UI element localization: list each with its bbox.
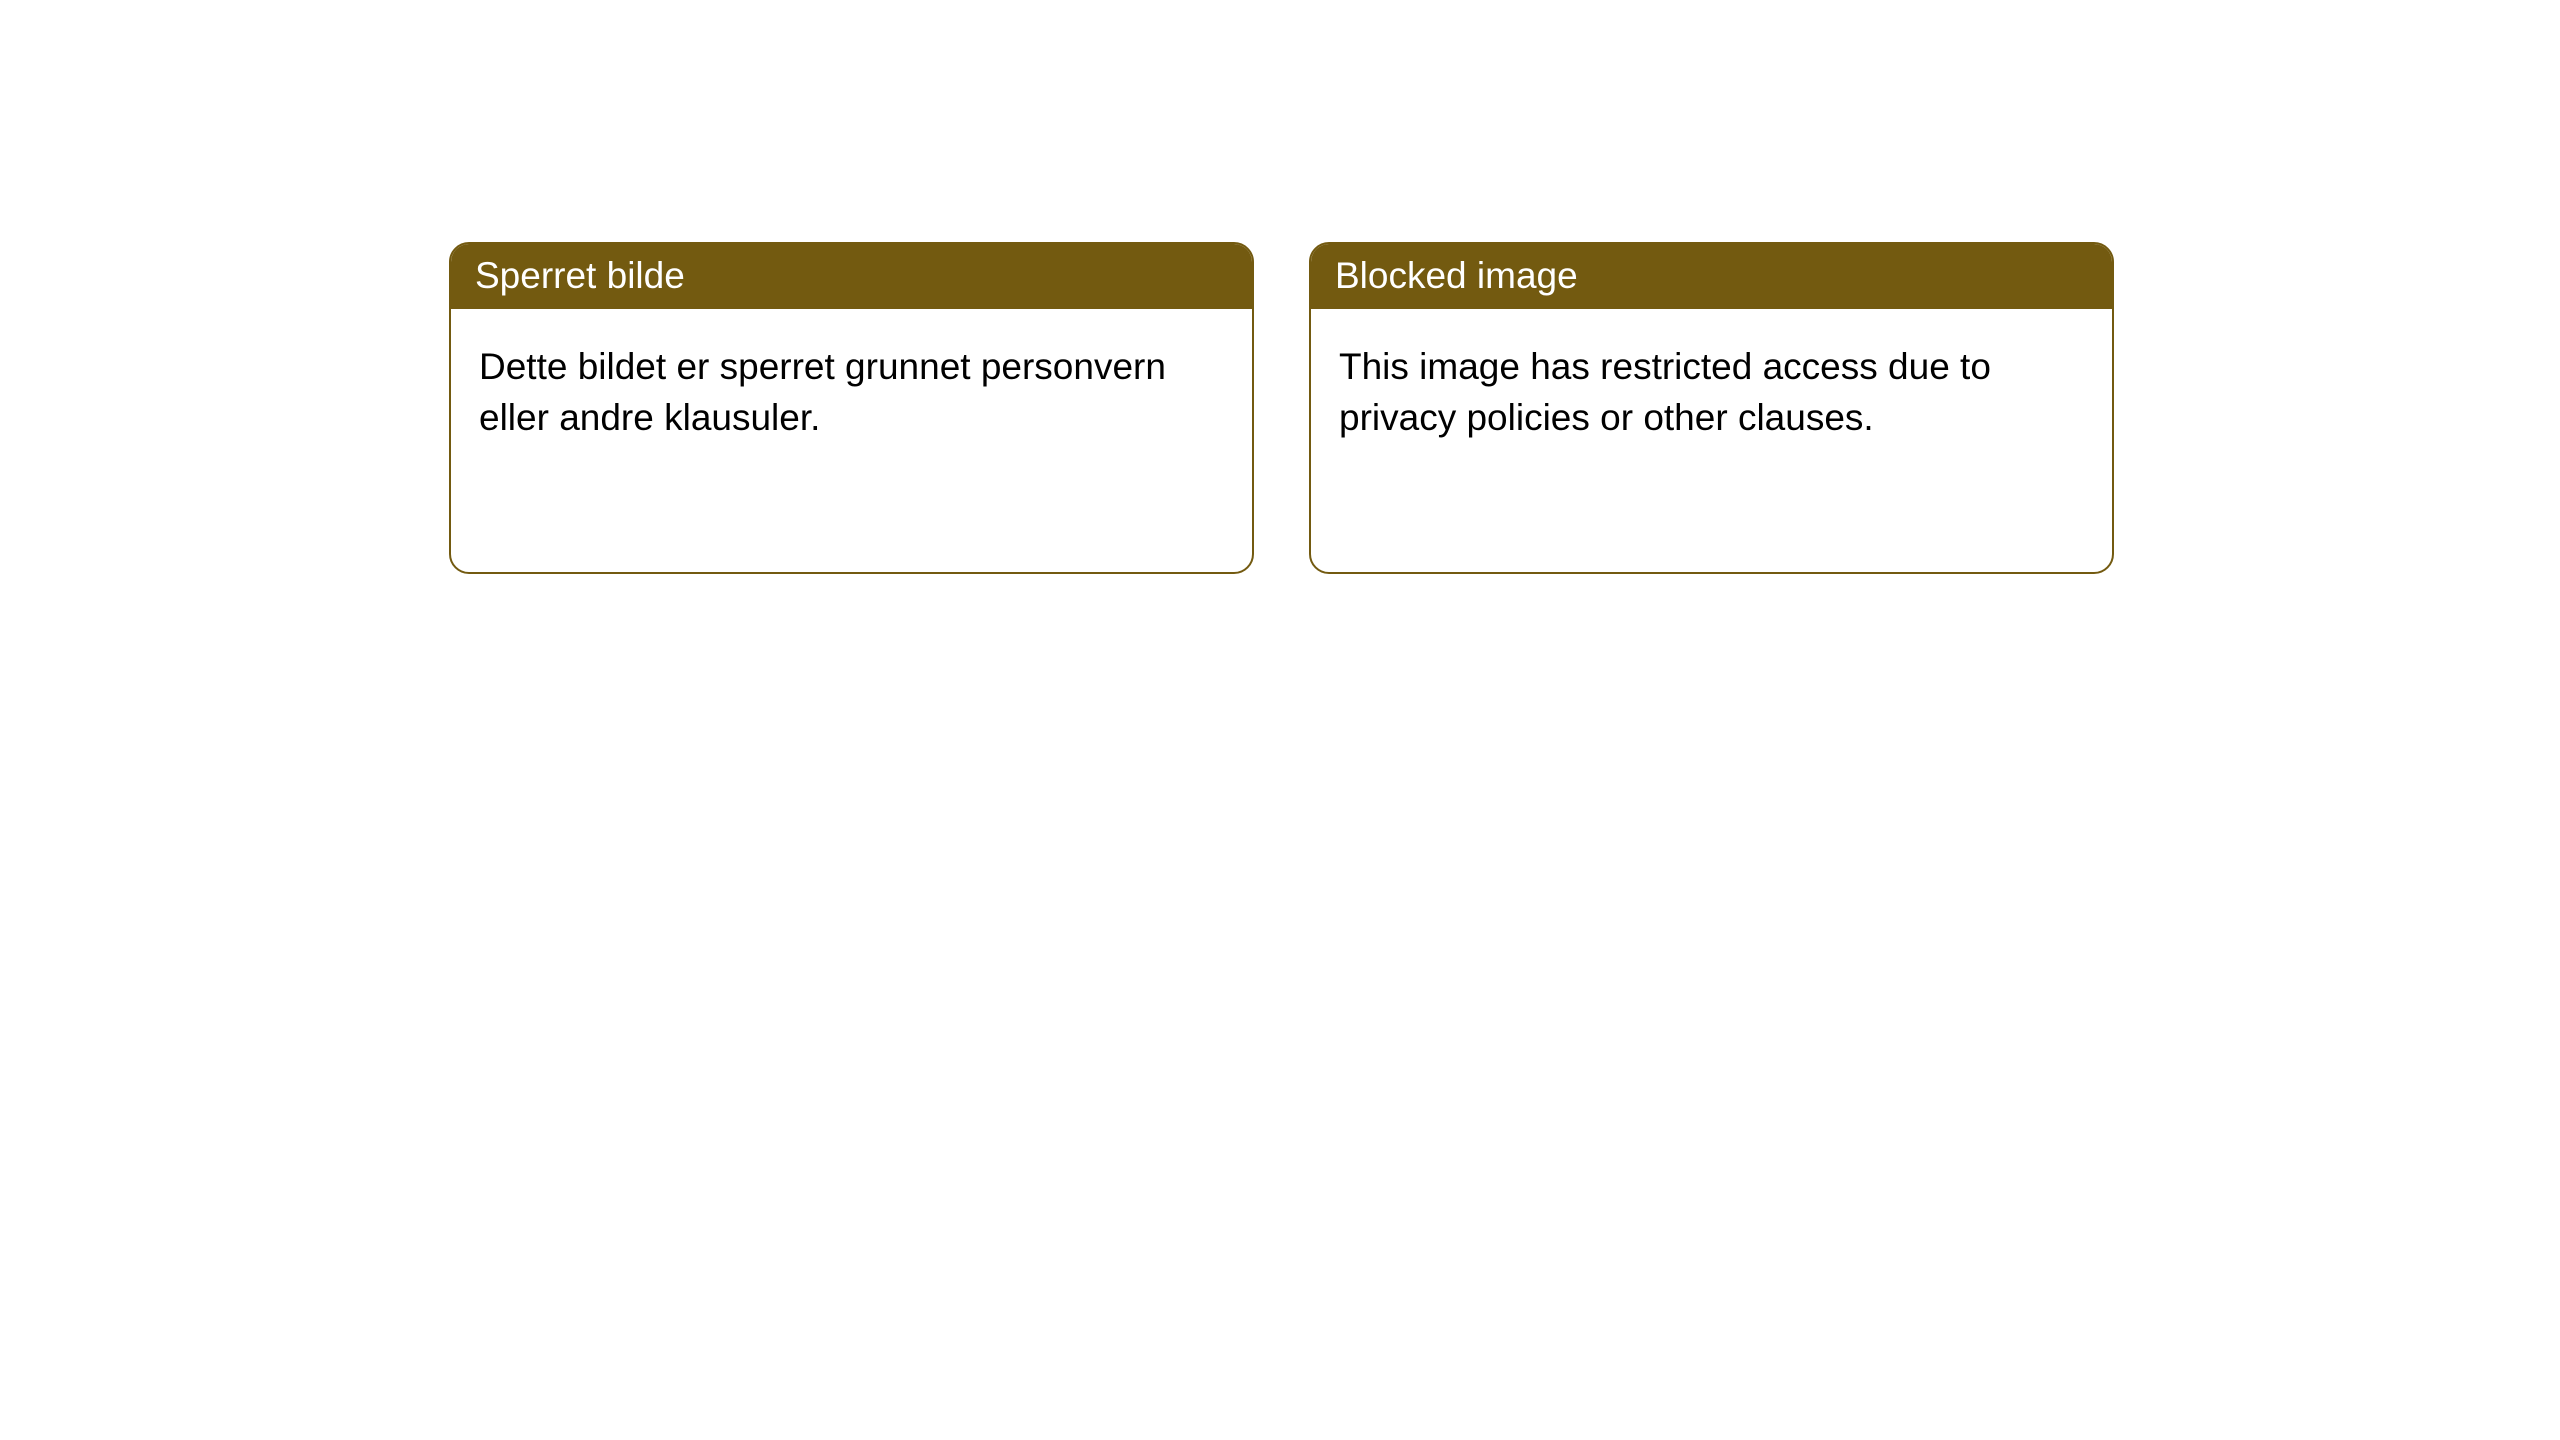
card-title: Sperret bilde — [475, 255, 685, 296]
card-body-text: This image has restricted access due to … — [1339, 346, 1991, 438]
blocked-image-card-en: Blocked image This image has restricted … — [1309, 242, 2114, 574]
card-header: Blocked image — [1311, 244, 2112, 309]
cards-container: Sperret bilde Dette bildet er sperret gr… — [0, 0, 2560, 574]
card-body: This image has restricted access due to … — [1311, 309, 2112, 476]
card-title: Blocked image — [1335, 255, 1578, 296]
card-header: Sperret bilde — [451, 244, 1252, 309]
blocked-image-card-no: Sperret bilde Dette bildet er sperret gr… — [449, 242, 1254, 574]
card-body-text: Dette bildet er sperret grunnet personve… — [479, 346, 1166, 438]
card-body: Dette bildet er sperret grunnet personve… — [451, 309, 1252, 476]
